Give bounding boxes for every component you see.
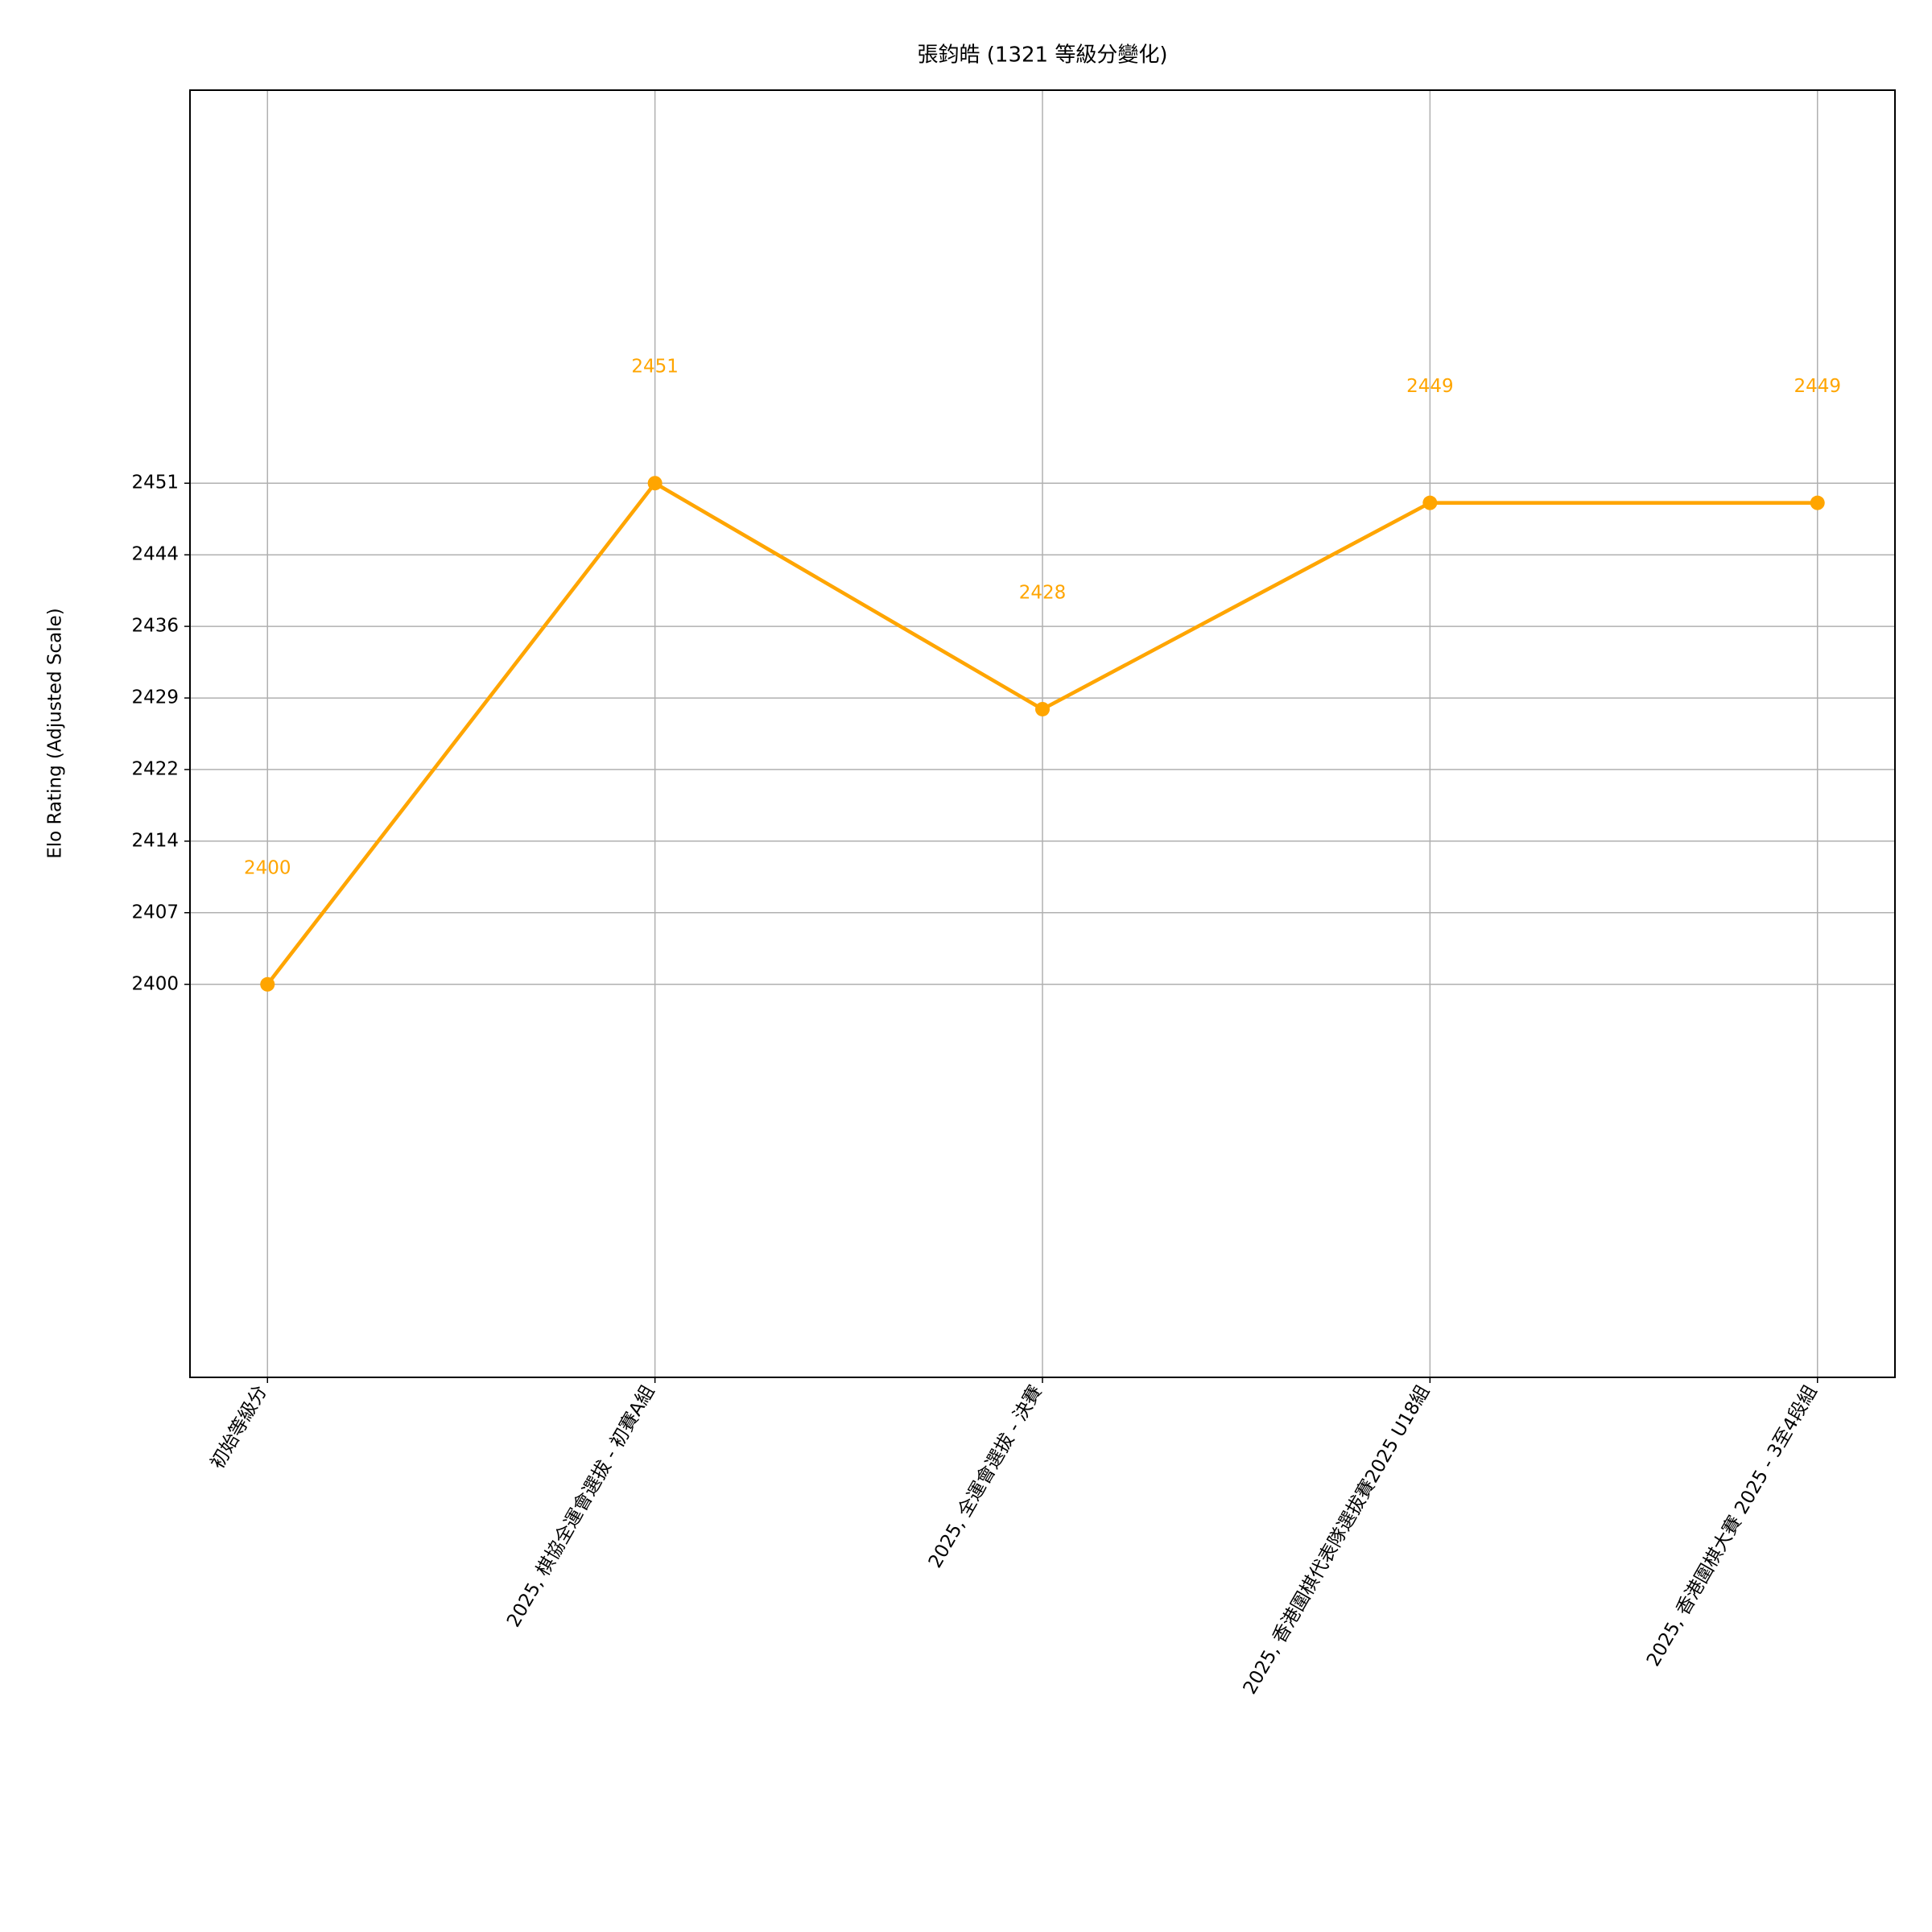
y-tick-label: 2414	[131, 830, 179, 851]
y-tick-label: 2407	[131, 902, 179, 923]
data-point	[1810, 495, 1825, 510]
data-label: 2449	[1794, 376, 1841, 397]
data-point	[260, 976, 275, 992]
data-point	[1035, 701, 1050, 716]
data-point	[647, 476, 663, 491]
plot-frame	[189, 89, 1896, 1378]
y-tick-label: 2422	[131, 758, 179, 779]
y-tick-label: 2429	[131, 687, 179, 708]
y-tick-label: 2451	[131, 473, 179, 493]
y-tick-label: 2444	[131, 544, 179, 565]
y-axis-label: Elo Rating (Adjusted Scale)	[45, 608, 66, 859]
data-point	[1422, 495, 1438, 510]
chart-title: 張鈞皓 (1321 等級分變化)	[918, 43, 1168, 68]
y-tick-label: 2400	[131, 973, 179, 994]
data-label: 2451	[631, 357, 679, 378]
data-label: 2428	[1019, 582, 1067, 603]
data-label: 2449	[1406, 376, 1454, 397]
y-tick-label: 2436	[131, 616, 179, 637]
data-label: 2400	[244, 857, 291, 878]
